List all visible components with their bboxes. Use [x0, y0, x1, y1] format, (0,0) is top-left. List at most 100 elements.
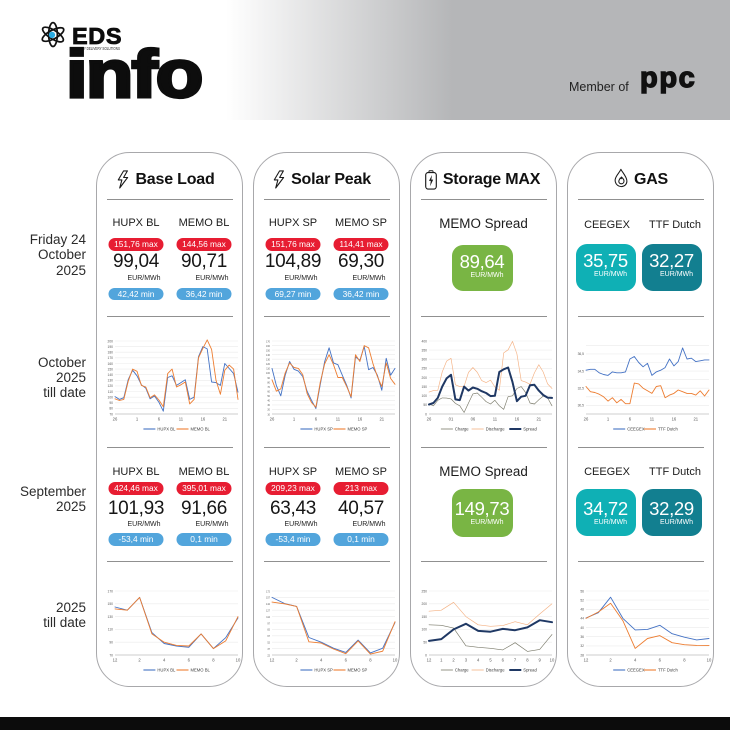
svg-text:50: 50: [267, 395, 270, 398]
svg-text:2: 2: [138, 658, 141, 663]
svg-text:50: 50: [423, 641, 427, 645]
svg-text:200: 200: [421, 376, 427, 380]
svg-text:80: 80: [109, 407, 113, 411]
svg-text:CEEGEX: CEEGEX: [627, 427, 645, 432]
svg-text:100: 100: [107, 396, 113, 400]
svg-text:CEEGEX: CEEGEX: [627, 668, 645, 673]
svg-text:Charge: Charge: [455, 668, 469, 673]
svg-text:82: 82: [267, 629, 270, 632]
svg-text:52: 52: [580, 598, 584, 602]
svg-text:2: 2: [609, 658, 612, 663]
svg-text:300: 300: [421, 358, 427, 362]
svg-text:157: 157: [266, 597, 271, 600]
svg-text:70: 70: [267, 386, 270, 389]
svg-text:MEMO BL: MEMO BL: [191, 668, 211, 673]
svg-text:130: 130: [107, 379, 113, 383]
svg-text:172: 172: [266, 590, 271, 593]
svg-text:8: 8: [369, 658, 372, 663]
svg-text:34,5: 34,5: [578, 369, 585, 373]
svg-text:30,5: 30,5: [578, 404, 585, 408]
svg-text:6: 6: [502, 658, 505, 663]
svg-text:44: 44: [580, 617, 584, 621]
svg-text:22: 22: [267, 654, 270, 657]
svg-text:10: 10: [550, 658, 555, 663]
svg-text:21: 21: [222, 417, 227, 422]
svg-text:HUPX BL: HUPX BL: [157, 668, 176, 673]
svg-text:130: 130: [107, 615, 113, 619]
svg-text:90: 90: [267, 377, 270, 380]
svg-text:16: 16: [515, 417, 520, 422]
svg-text:4: 4: [477, 658, 480, 663]
svg-text:110: 110: [108, 390, 113, 394]
svg-text:MEMO SP: MEMO SP: [348, 668, 368, 673]
svg-text:1: 1: [607, 417, 610, 422]
svg-text:4: 4: [634, 658, 637, 663]
svg-text:67: 67: [267, 635, 270, 638]
svg-text:21: 21: [693, 417, 698, 422]
svg-text:06: 06: [471, 417, 476, 422]
svg-text:80: 80: [267, 381, 270, 384]
svg-text:120: 120: [107, 384, 113, 388]
svg-text:2: 2: [452, 658, 455, 663]
svg-text:16: 16: [358, 417, 363, 422]
svg-text:Discharge: Discharge: [486, 668, 506, 673]
svg-text:180: 180: [107, 351, 113, 355]
svg-text:10: 10: [707, 658, 712, 663]
svg-text:36: 36: [580, 635, 584, 639]
svg-text:01: 01: [449, 417, 454, 422]
svg-text:37: 37: [267, 648, 270, 651]
svg-text:Discharge: Discharge: [486, 427, 506, 432]
svg-text:4: 4: [320, 658, 323, 663]
svg-text:6: 6: [629, 417, 632, 422]
svg-text:40: 40: [267, 400, 270, 403]
svg-text:48: 48: [580, 608, 584, 612]
svg-text:127: 127: [266, 610, 271, 613]
svg-text:7: 7: [514, 658, 517, 663]
svg-text:4: 4: [163, 658, 166, 663]
svg-text:160: 160: [107, 362, 113, 366]
svg-text:52: 52: [267, 642, 270, 645]
svg-text:16: 16: [201, 417, 206, 422]
svg-text:12: 12: [427, 658, 432, 663]
svg-text:26: 26: [113, 417, 118, 422]
svg-text:200: 200: [421, 602, 427, 606]
svg-text:21: 21: [536, 417, 541, 422]
svg-text:32,5: 32,5: [578, 387, 585, 391]
svg-text:150: 150: [421, 615, 427, 619]
svg-text:170: 170: [107, 589, 113, 593]
svg-text:HUPX BL: HUPX BL: [157, 427, 176, 432]
svg-text:2: 2: [295, 658, 298, 663]
svg-text:70: 70: [109, 412, 113, 416]
svg-text:140: 140: [107, 373, 113, 377]
svg-text:32: 32: [580, 644, 584, 648]
svg-text:400: 400: [421, 339, 427, 343]
svg-text:142: 142: [266, 603, 271, 606]
svg-text:Charge: Charge: [455, 427, 469, 432]
svg-text:8: 8: [526, 658, 529, 663]
svg-text:112: 112: [266, 616, 270, 619]
svg-text:12: 12: [270, 658, 275, 663]
svg-text:5: 5: [489, 658, 492, 663]
svg-text:97: 97: [267, 622, 270, 625]
svg-text:250: 250: [421, 367, 427, 371]
svg-text:100: 100: [266, 372, 271, 375]
svg-text:56: 56: [580, 589, 584, 593]
svg-text:100: 100: [421, 394, 427, 398]
svg-text:TTF Dutch: TTF Dutch: [658, 668, 678, 673]
svg-text:21: 21: [379, 417, 384, 422]
svg-text:28: 28: [580, 653, 584, 657]
svg-text:MEMO SP: MEMO SP: [348, 427, 368, 432]
svg-text:1: 1: [440, 658, 443, 663]
svg-text:100: 100: [421, 628, 427, 632]
svg-text:130: 130: [266, 359, 271, 362]
svg-text:150: 150: [421, 385, 427, 389]
svg-text:26: 26: [584, 417, 589, 422]
svg-text:12: 12: [113, 658, 118, 663]
svg-text:350: 350: [421, 348, 427, 352]
svg-text:20: 20: [267, 409, 270, 412]
svg-text:11: 11: [650, 417, 655, 422]
svg-text:9: 9: [539, 658, 542, 663]
svg-text:26: 26: [427, 417, 432, 422]
svg-text:70: 70: [109, 653, 113, 657]
svg-text:Spread: Spread: [523, 668, 537, 673]
